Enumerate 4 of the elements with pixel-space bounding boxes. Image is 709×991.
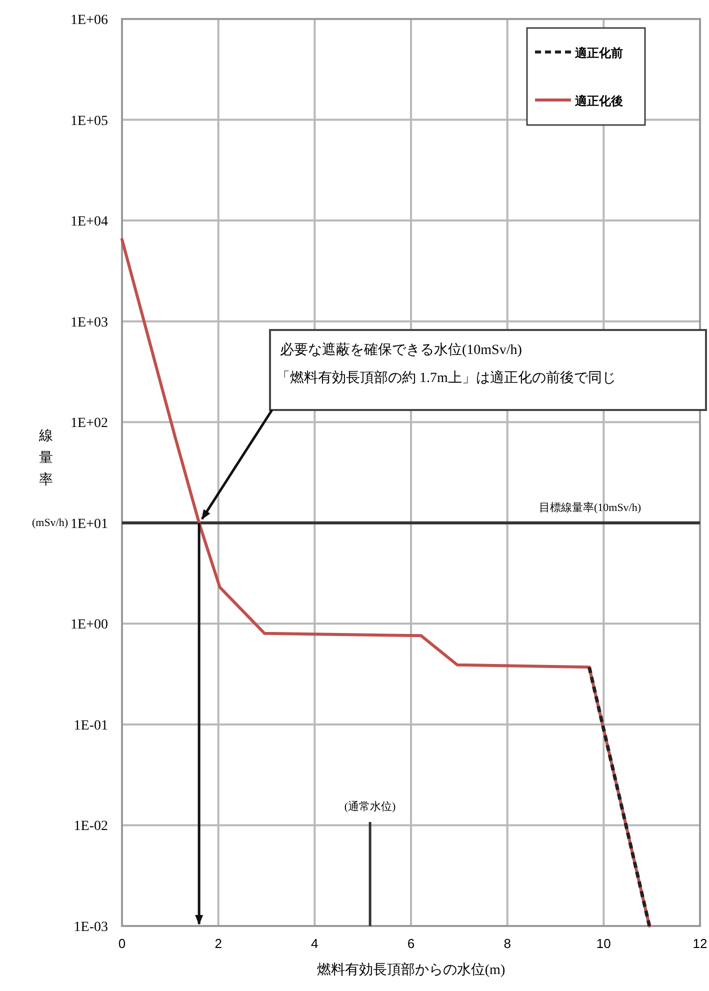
xlabel: 燃料有効長頂部からの水位(m) <box>316 963 506 978</box>
annotation: 「燃料有効長頂部の約 1.7m上」は適正化の前後で同じ <box>276 371 616 386</box>
ylabel: 線量率(mSv/h) <box>32 429 68 529</box>
annotation: 必要な遮蔽を確保できる水位(10mSv/h) <box>280 343 522 358</box>
